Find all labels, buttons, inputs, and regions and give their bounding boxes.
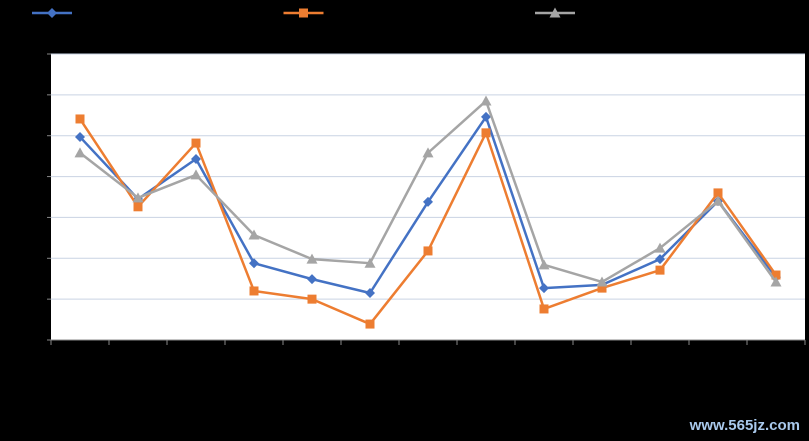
point [655,254,665,265]
point [306,253,318,264]
point [75,131,85,142]
point [191,138,201,148]
point [481,128,491,138]
y-tick-label: 2 [36,250,43,264]
point [307,294,317,304]
watermark: www.565jz.com [689,417,800,434]
point [422,147,434,158]
point [307,274,317,285]
point [539,304,549,314]
y-tick-label: 5 [36,128,43,142]
point [423,196,433,207]
point [539,283,549,294]
point [249,286,259,296]
legend-marker [299,8,308,18]
point [597,283,607,293]
point [481,111,491,122]
point [365,288,375,299]
y-tick-label: 6 [36,87,43,101]
y-tick-label: 1 [36,291,43,305]
legend-marker [47,8,57,18]
point [364,257,376,268]
point [365,319,375,329]
point [132,192,144,203]
point [133,202,143,212]
legend-marker [549,7,561,18]
y-tick-label: 3 [36,210,43,224]
point [190,169,202,180]
point [655,265,665,275]
point [480,95,492,106]
point [191,154,201,165]
point [538,259,550,270]
point [249,258,259,269]
point [423,246,433,256]
y-tick-label: 7 [36,46,43,60]
point [248,229,260,240]
point [596,276,608,287]
point [74,147,86,158]
y-tick-label: 0 [36,332,43,346]
point [75,114,85,124]
point [770,276,782,287]
point [654,242,666,253]
point [771,270,781,280]
y-tick-label: 4 [36,169,43,183]
point [712,195,724,206]
point [713,188,723,198]
